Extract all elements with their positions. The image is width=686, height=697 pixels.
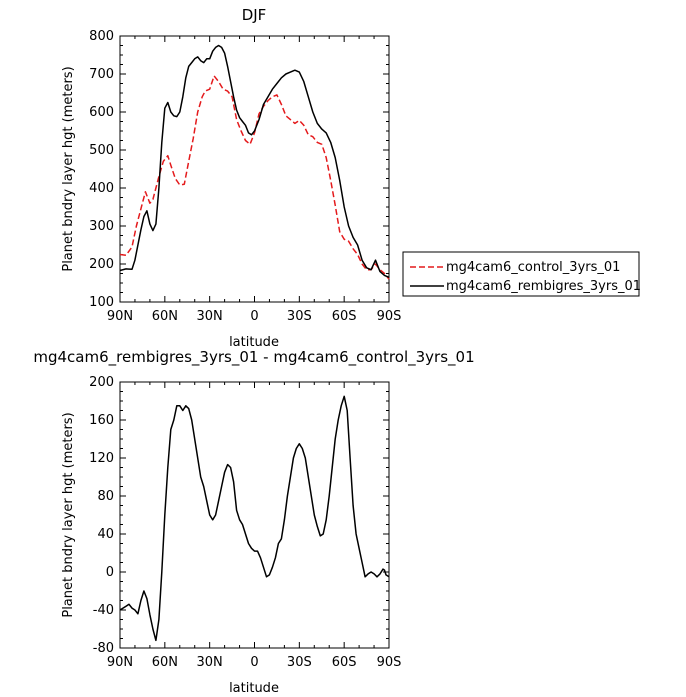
bottom-chart-x-axis-title: latitude (229, 681, 279, 696)
bottom-y-tick-label: 120 (89, 451, 114, 466)
top-series-line-mg4cam6_control_3yrs_01 (119, 75, 390, 280)
bottom-x-tick-label: 90S (377, 655, 402, 670)
bottom-x-tick-label: 60S (332, 655, 357, 670)
bottom-chart-series-group (119, 395, 390, 642)
bottom-chart-x-axis: 90N 60N 30N 0 30S 60S 90S (107, 382, 402, 670)
top-y-tick-label: 100 (89, 295, 114, 310)
top-x-tick-label: 60S (332, 309, 357, 324)
bottom-x-tick-label: 90N (107, 655, 133, 670)
bottom-y-tick-label: 80 (97, 489, 114, 504)
bottom-chart-y-axis: -80 -40 0 40 80 120 160 200 (89, 375, 389, 656)
bottom-y-tick-label: 160 (89, 413, 114, 428)
bottom-x-tick-label: 0 (250, 655, 258, 670)
bottom-y-tick-label: 200 (89, 375, 114, 390)
top-x-tick-label: 90S (377, 309, 402, 324)
top-x-tick-label: 30N (197, 309, 223, 324)
bottom-y-tick-label: -40 (93, 603, 114, 618)
top-chart-series-group (119, 44, 390, 280)
top-chart-y-axis-title: Planet bndry layer hgt (meters) (61, 66, 76, 271)
bottom-x-tick-label: 60N (152, 655, 178, 670)
top-y-tick-label: 700 (89, 67, 114, 82)
bottom-chart-plot-frame (119, 381, 390, 649)
top-x-tick-label: 30S (287, 309, 312, 324)
bottom-y-tick-label: 40 (97, 527, 114, 542)
legend-label-rembigres: mg4cam6_rembigres_3yrs_01 (446, 279, 641, 294)
top-y-tick-label: 600 (89, 105, 114, 120)
bottom-x-tick-label: 30N (197, 655, 223, 670)
top-series-line-mg4cam6_rembigres_3yrs_01 (119, 44, 390, 278)
top-y-tick-label: 500 (89, 143, 114, 158)
top-chart-x-axis: 90N 60N 30N 0 30S 60S 90S (107, 36, 402, 324)
top-x-tick-label: 90N (107, 309, 133, 324)
top-y-tick-label: 300 (89, 219, 114, 234)
bottom-x-tick-label: 30S (287, 655, 312, 670)
legend-label-control: mg4cam6_control_3yrs_01 (446, 260, 620, 275)
legend: mg4cam6_control_3yrs_01 mg4cam6_rembigre… (402, 251, 641, 297)
legend-box (402, 251, 640, 297)
bottom-chart: mg4cam6_rembigres_3yrs_01 - mg4cam6_cont… (33, 348, 474, 696)
bottom-y-tick-label: 0 (106, 565, 114, 580)
top-chart: DJF 100 200 300 400 500 600 700 800 90N 60N 30N 0 3… (61, 6, 401, 350)
top-x-tick-label: 0 (250, 309, 258, 324)
bottom-chart-y-axis-title: Planet bndry layer hgt (meters) (61, 412, 76, 617)
top-y-tick-label: 800 (89, 29, 114, 44)
bottom-series-line-difference (119, 395, 390, 642)
top-y-tick-label: 200 (89, 257, 114, 272)
bottom-chart-title: mg4cam6_rembigres_3yrs_01 - mg4cam6_cont… (33, 348, 474, 367)
top-x-tick-label: 60N (152, 309, 178, 324)
top-chart-x-axis-title: latitude (229, 335, 279, 350)
bottom-y-tick-label: -80 (93, 641, 114, 656)
top-chart-title: DJF (242, 6, 267, 24)
top-chart-y-axis: 100 200 300 400 500 600 700 800 (89, 29, 389, 310)
top-y-tick-label: 400 (89, 181, 114, 196)
